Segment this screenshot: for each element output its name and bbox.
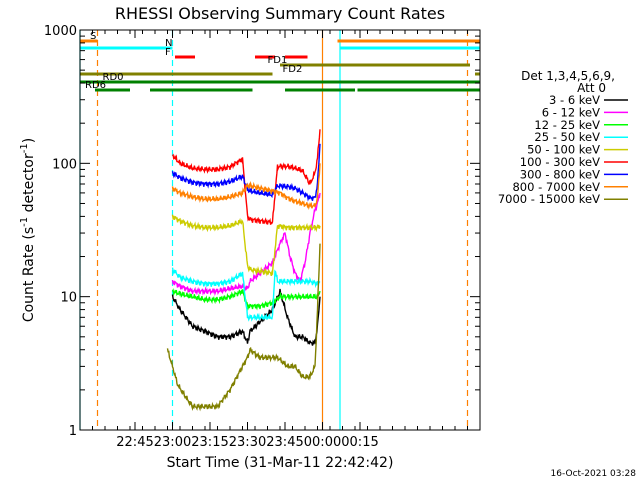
flag-label: RD6 [85,80,106,91]
legend-label: 100 - 300 keV [520,155,600,169]
x-tick-label: 22:45 [116,435,153,450]
series-line [171,143,321,202]
y-axis: 1 10 100 1000 [44,24,480,439]
y-axis-label: Count Rate (s-1 detector-1) [19,138,37,322]
legend-label: 12 - 25 keV [534,118,600,132]
series-line [171,288,321,346]
x-axis: 22:45 23:00 23:15 23:30 23:45 00:00 00:15 [79,30,481,450]
legend-label: 6 - 12 keV [542,105,600,119]
x-tick-label: 23:15 [191,435,228,450]
x-tick-label: 23:30 [229,435,266,450]
y-tick-label: 1 [69,424,77,439]
flag-label: F [165,47,171,58]
flag-label: N [165,38,172,49]
flag-label: RD0 [103,72,124,83]
legend-label: 25 - 50 keV [534,130,600,144]
series-line [171,267,321,322]
series-group [166,129,321,412]
y-label-part3: ) [21,138,37,143]
y-label-sup1: -1 [19,217,30,227]
y-label-sup2: -1 [19,143,30,153]
flag-label: S [90,31,96,42]
legend-header-1: Det 1,3,4,5,6,9, [521,69,615,83]
x-tick-label: 00:00 [304,435,341,450]
y-tick-label: 100 [52,157,77,172]
y-tick-label: 1000 [44,24,77,39]
x-axis-label: Start Time (31-Mar-11 22:42:42) [167,455,394,471]
y-label-part2: detector [21,153,37,217]
legend-label: 7000 - 15000 keV [498,192,600,206]
series-line [171,214,321,277]
chart-title: RHESSI Observing Summary Count Rates [115,4,445,23]
legend-label: 50 - 100 keV [527,143,600,157]
y-tick-label: 10 [60,291,77,306]
flag-label: FD2 [283,64,303,75]
legend-label: 3 - 6 keV [549,93,600,107]
series-line [171,192,321,297]
legend-label: 300 - 800 keV [520,167,600,181]
series-line [172,129,321,225]
x-tick-label: 00:15 [341,435,378,450]
x-tick-label: 23:00 [154,435,191,450]
y-label-part1: Count Rate (s [21,227,37,322]
x-tick-label: 23:45 [266,435,303,450]
timestamp: 16-Oct-2021 03:28 [551,469,637,479]
legend-header-2: Att 0 [577,81,606,95]
series-line [171,163,321,211]
flag-label: FD1 [268,55,288,66]
legend-label: 800 - 7000 keV [512,180,600,194]
series-line [166,243,321,412]
